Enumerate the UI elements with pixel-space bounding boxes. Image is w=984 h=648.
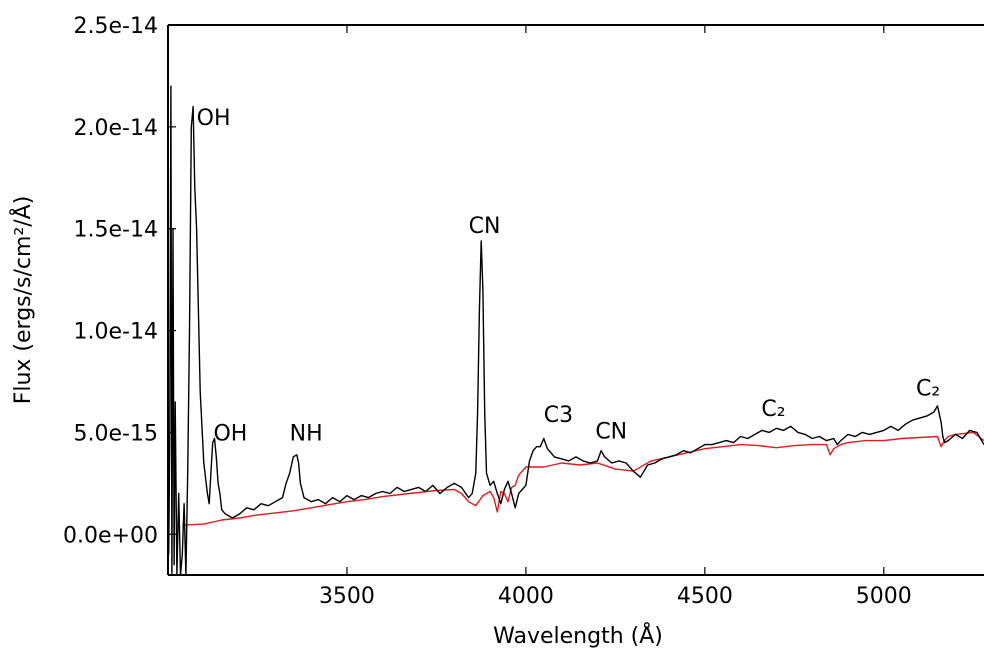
y-tick-label: 1.5e-14	[74, 218, 158, 243]
x-tick-label: 3500	[319, 584, 375, 609]
x-tick-label: 4000	[498, 584, 554, 609]
annotation-label: OH	[197, 106, 231, 131]
y-tick-label: 1.0e-14	[74, 320, 158, 345]
annotation-label: CN	[469, 214, 501, 239]
y-tick-label: 5.0e-15	[74, 421, 158, 446]
y-tick-label: 2.5e-14	[74, 14, 158, 39]
annotation-label: OH	[213, 422, 247, 447]
series-line-1	[182, 431, 984, 526]
y-tick-label: 2.0e-14	[74, 116, 158, 141]
annotation-label: C3	[544, 403, 573, 428]
annotation-label: CN	[595, 420, 627, 445]
annotation-layer: OH OH NH CN C3 CN C₂ C₂	[197, 106, 941, 447]
annotation-label: C₂	[916, 377, 940, 402]
series-line-0	[168, 85, 984, 575]
y-axis-label: Flux (ergs/s/cm²/Å)	[9, 196, 36, 405]
y-tick-label: 0.0e+00	[63, 523, 158, 548]
series-layer	[168, 85, 984, 575]
annotation-label: NH	[290, 422, 323, 447]
axes-layer: 3500 4000 4500 5000 0.0e+00 5.0e-15 1.0e-14 1.5…	[63, 14, 984, 609]
x-tick-label: 5000	[856, 584, 912, 609]
x-tick-label: 4500	[677, 584, 733, 609]
annotation-label: C₂	[761, 397, 785, 422]
x-axis-label: Wavelength (Å)	[493, 622, 663, 648]
